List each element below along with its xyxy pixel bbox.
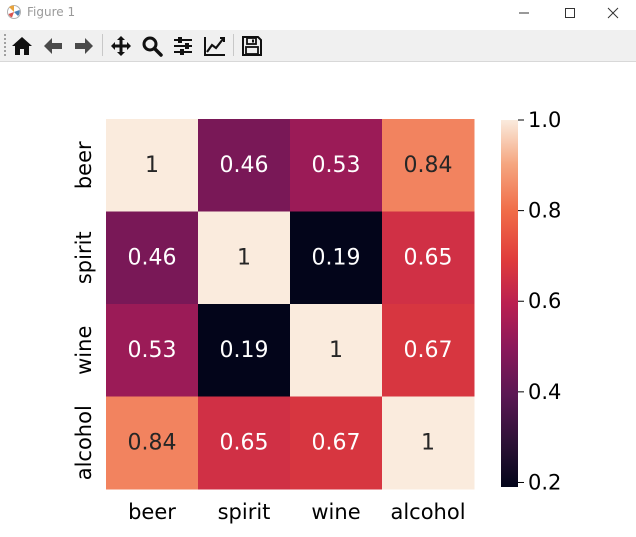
minimize-icon <box>519 12 529 14</box>
x-tick-label: alcohol <box>390 500 465 524</box>
heatmap-cell <box>198 119 291 212</box>
toolbar-grip-icon <box>4 34 6 56</box>
heatmap-cell-label: 0.67 <box>404 338 453 363</box>
y-tick-label: beer <box>72 141 96 189</box>
colorbar-tick-label: 0.8 <box>528 199 561 223</box>
maximize-icon <box>565 8 575 18</box>
heatmap-cell-label: 0.84 <box>128 430 177 455</box>
maximize-button[interactable] <box>547 0 593 26</box>
heatmap-cell <box>106 119 199 212</box>
x-axis-tick-labels: beer spirit wine alcohol <box>128 500 465 524</box>
heatmap: 1 0.46 0.53 0.84 0.46 1 0.19 0.65 0.53 0.19 1 0.67 0… <box>106 119 475 490</box>
colorbar-tick-label: 1.0 <box>528 108 561 132</box>
heatmap-cell-label: 0.19 <box>220 338 269 363</box>
heatmap-cell <box>382 304 475 397</box>
x-tick-label: spirit <box>218 500 271 524</box>
back-button[interactable] <box>40 33 66 59</box>
heatmap-cell-label: 0.65 <box>404 245 453 270</box>
forward-arrow-icon <box>75 38 93 54</box>
y-tick-label: alcohol <box>72 405 96 480</box>
configure-subplots-button[interactable] <box>170 33 196 59</box>
heatmap-cell <box>382 119 475 212</box>
y-tick-label: spirit <box>72 231 96 284</box>
minimize-button[interactable] <box>501 0 547 26</box>
edit-axis-button[interactable] <box>201 33 227 59</box>
figure-canvas: 1 0.46 0.53 0.84 0.46 1 0.19 0.65 0.53 0.19 1 0.67 0… <box>72 108 561 524</box>
heatmap-cell <box>106 396 199 490</box>
toolbar-separator <box>102 34 103 56</box>
heatmap-cell-label: 0.84 <box>404 153 453 178</box>
colorbar-tick-label: 0.6 <box>528 289 561 313</box>
heatmap-cell-label: 0.46 <box>220 153 269 178</box>
x-tick-label: beer <box>128 500 176 524</box>
heatmap-cell-label: 0.53 <box>312 153 361 178</box>
save-button[interactable] <box>239 33 265 59</box>
heatmap-cell <box>382 396 475 490</box>
window-title: Figure 1 <box>27 5 76 19</box>
navigation-toolbar <box>0 30 636 62</box>
colorbar-tick-label: 0.2 <box>528 470 561 494</box>
y-axis-tick-labels: beer spirit wine alcohol <box>72 141 96 480</box>
heatmap-cell <box>290 396 383 490</box>
heatmap-cell <box>198 211 291 305</box>
save-icon <box>242 36 262 56</box>
colorbar-tick-label: 0.4 <box>528 380 561 404</box>
home-button[interactable] <box>9 33 35 59</box>
pan-button[interactable] <box>108 33 134 59</box>
y-tick-label: wine <box>72 326 96 375</box>
edit-axis-icon <box>204 37 225 56</box>
toolbar-separator <box>233 34 234 56</box>
window-titlebar: Figure 1 <box>0 0 636 26</box>
colorbar <box>501 120 518 487</box>
heatmap-cell-label: 0.67 <box>312 430 361 455</box>
forward-button[interactable] <box>71 33 97 59</box>
close-icon <box>607 7 619 19</box>
back-arrow-icon <box>44 38 62 54</box>
home-icon <box>12 37 32 55</box>
heatmap-cell <box>290 119 383 212</box>
zoom-icon <box>142 36 163 57</box>
pan-icon <box>111 36 131 56</box>
heatmap-cell <box>198 396 291 490</box>
matplotlib-icon <box>7 5 21 19</box>
heatmap-cell-label: 0.19 <box>312 245 361 270</box>
x-tick-label: wine <box>311 500 360 524</box>
colorbar-tick-labels: 0.2 0.4 0.6 0.8 1.0 <box>518 108 561 494</box>
heatmap-cell-label: 0.46 <box>128 245 177 270</box>
heatmap-cell-label: 1 <box>329 338 343 363</box>
heatmap-cell-label: 0.65 <box>220 430 269 455</box>
heatmap-cell-label: 1 <box>237 245 251 270</box>
heatmap-cell-label: 1 <box>145 153 159 178</box>
zoom-button[interactable] <box>139 33 165 59</box>
heatmap-cell <box>290 304 383 397</box>
configure-subplots-icon <box>174 37 192 55</box>
heatmap-cell <box>382 211 475 305</box>
heatmap-cell-label: 1 <box>421 430 435 455</box>
heatmap-cell <box>106 304 199 397</box>
heatmap-cell-label: 0.53 <box>128 338 177 363</box>
heatmap-cell <box>198 304 291 397</box>
heatmap-cell <box>290 211 383 305</box>
heatmap-cell <box>106 211 199 305</box>
close-button[interactable] <box>590 0 636 26</box>
